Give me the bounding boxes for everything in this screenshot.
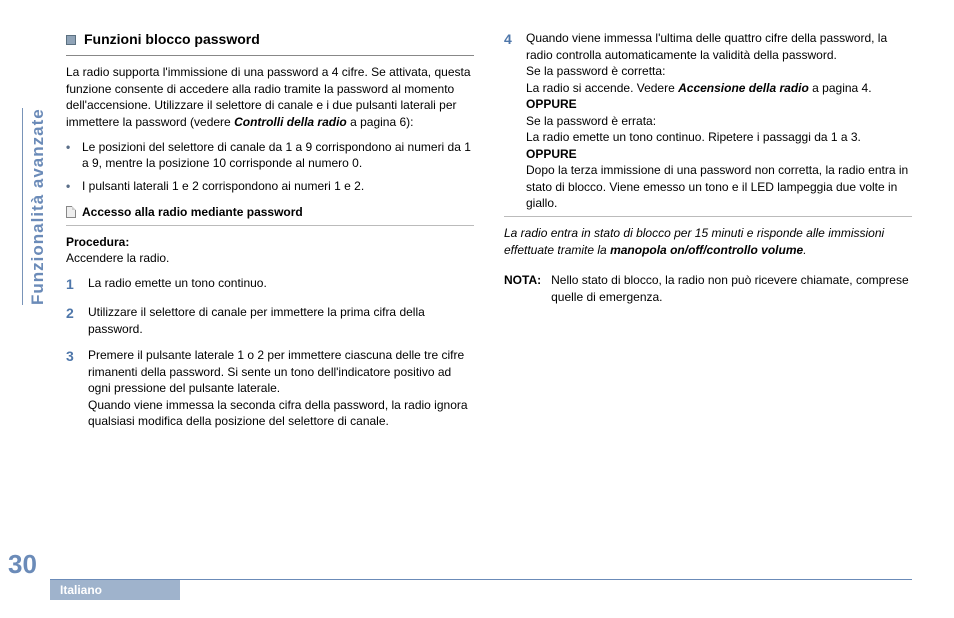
bullet-text: I pulsanti laterali 1 e 2 corrispondono …	[82, 178, 364, 195]
side-section-tab: Funzionalità avanzate	[28, 108, 48, 305]
bullet-icon: •	[66, 178, 74, 195]
subheading-row: Accesso alla radio mediante password	[66, 204, 474, 221]
lock-note-ref: manopola on/off/controllo volume	[610, 243, 803, 257]
step4-line1: Quando viene immessa l'ultima delle quat…	[526, 31, 887, 62]
step4-line2: Se la password è corretta:	[526, 64, 665, 78]
nota-label: NOTA:	[504, 272, 541, 305]
step-number: 3	[66, 347, 78, 430]
list-item: • Le posizioni del selettore di canale d…	[66, 139, 474, 172]
ordered-steps-continued: 4 Quando viene immessa l'ultima delle qu…	[504, 30, 912, 212]
step4-line5: La radio emette un tono continuo. Ripete…	[526, 130, 861, 144]
step-item: 4 Quando viene immessa l'ultima delle qu…	[504, 30, 912, 212]
procedure-block: Procedura: Accendere la radio.	[66, 234, 474, 267]
step4-line3-post: a pagina 4.	[809, 81, 872, 95]
ordered-steps: 1 La radio emette un tono continuo. 2 Ut…	[66, 275, 474, 430]
step4-line3-pre: La radio si accende. Vedere	[526, 81, 678, 95]
step4-line6: Dopo la terza immissione di una password…	[526, 163, 908, 210]
intro-ref: Controlli della radio	[234, 115, 347, 129]
step4-line4: Se la password è errata:	[526, 114, 656, 128]
bullet-icon: •	[66, 139, 74, 172]
lock-note-post: .	[803, 243, 806, 257]
step4-rule	[504, 216, 912, 217]
list-item: • I pulsanti laterali 1 e 2 corrispondon…	[66, 178, 474, 195]
subheading-rule	[66, 225, 474, 226]
column-left: Funzioni blocco password La radio suppor…	[50, 30, 474, 572]
nota-row: NOTA: Nello stato di blocco, la radio no…	[504, 272, 912, 305]
step-body: Quando viene immessa l'ultima delle quat…	[526, 30, 912, 212]
step4-line3-ref: Accensione della radio	[678, 81, 809, 95]
bullet-list: • Le posizioni del selettore di canale d…	[66, 139, 474, 195]
step4-or2: OPPURE	[526, 147, 577, 161]
heading-row: Funzioni blocco password	[66, 30, 474, 49]
intro-paragraph: La radio supporta l'immissione di una pa…	[66, 64, 474, 130]
step-text: Premere il pulsante laterale 1 o 2 per i…	[88, 347, 474, 430]
page-content: Funzioni blocco password La radio suppor…	[50, 30, 912, 572]
language-tab: Italiano	[50, 580, 180, 600]
nota-text: Nello stato di blocco, la radio non può …	[551, 272, 912, 305]
section-square-icon	[66, 35, 76, 45]
section-heading: Funzioni blocco password	[84, 30, 260, 49]
step4-or1: OPPURE	[526, 97, 577, 111]
lock-note-paragraph: La radio entra in stato di blocco per 15…	[504, 225, 912, 258]
step-item: 2 Utilizzare il selettore di canale per …	[66, 304, 474, 337]
step-text: Utilizzare il selettore di canale per im…	[88, 304, 474, 337]
column-right: 4 Quando viene immessa l'ultima delle qu…	[504, 30, 912, 572]
procedure-text: Accendere la radio.	[66, 251, 169, 265]
procedure-label: Procedura:	[66, 235, 129, 249]
intro-post: a pagina 6):	[347, 115, 414, 129]
subheading: Accesso alla radio mediante password	[82, 204, 303, 221]
step-number: 2	[66, 304, 78, 337]
step-text: La radio emette un tono continuo.	[88, 275, 267, 294]
page-number: 30	[8, 549, 37, 580]
step-number: 1	[66, 275, 78, 294]
bullet-text: Le posizioni del selettore di canale da …	[82, 139, 474, 172]
document-icon	[66, 206, 76, 218]
step-number: 4	[504, 30, 516, 212]
step-item: 3 Premere il pulsante laterale 1 o 2 per…	[66, 347, 474, 430]
heading-rule	[66, 55, 474, 56]
step-item: 1 La radio emette un tono continuo.	[66, 275, 474, 294]
